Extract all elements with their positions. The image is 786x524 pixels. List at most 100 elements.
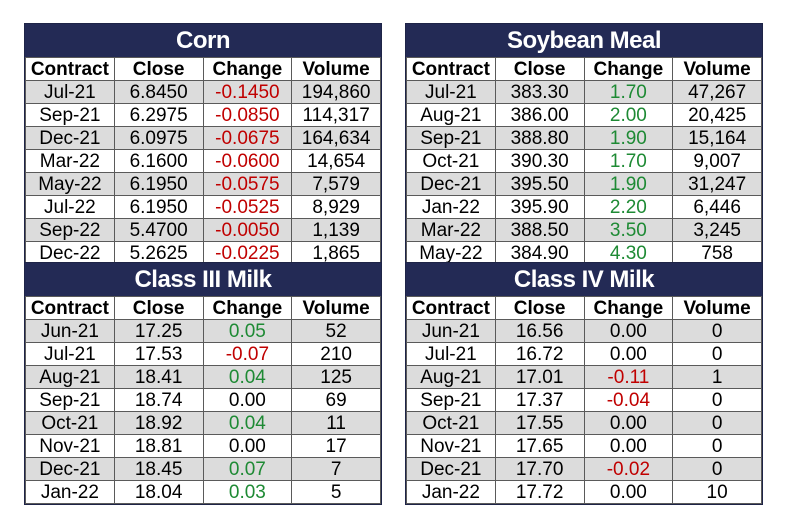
cell-contract: Nov-21 — [25, 434, 115, 458]
cell-close: 395.90 — [494, 195, 585, 219]
cell-change: -0.04 — [583, 388, 674, 412]
table-row: Oct-21 17.55 0.00 0 — [406, 411, 762, 435]
cell-close: 17.25 — [113, 319, 204, 343]
table-row: Sep-21 6.2975 -0.0850 114,317 — [25, 103, 381, 127]
cell-close: 6.2975 — [113, 103, 204, 127]
cell-volume: 9,007 — [672, 149, 762, 173]
cell-volume: 20,425 — [672, 103, 762, 127]
table-row: Jun-21 17.25 0.05 52 — [25, 319, 381, 343]
header-row: Contract Close Change Volume — [25, 296, 381, 320]
cell-close: 6.1600 — [113, 149, 204, 173]
cell-contract: Jul-22 — [25, 195, 115, 219]
table-row: Aug-21 17.01 -0.11 1 — [406, 365, 762, 389]
cell-volume: 6,446 — [672, 195, 762, 219]
class-iv-milk-panel: Class IV Milk Contract Close Change Volu… — [405, 262, 763, 505]
col-header-contract: Contract — [25, 57, 115, 81]
cell-volume: 0 — [672, 342, 762, 366]
cell-change: -0.0600 — [202, 149, 293, 173]
col-header-volume: Volume — [672, 57, 762, 81]
cell-change: -0.0525 — [202, 195, 293, 219]
quote-table: Contract Close Change Volume Jun-21 16.56… — [406, 296, 762, 504]
cell-volume: 210 — [291, 342, 381, 366]
cell-close: 17.70 — [494, 457, 585, 481]
col-header-close: Close — [494, 296, 585, 320]
cell-close: 17.37 — [494, 388, 585, 412]
table-row: Oct-21 18.92 0.04 11 — [25, 411, 381, 435]
cell-contract: Jan-22 — [25, 480, 115, 504]
cell-volume: 31,247 — [672, 172, 762, 196]
cell-close: 18.41 — [113, 365, 204, 389]
col-header-contract: Contract — [406, 296, 496, 320]
cell-contract: Nov-21 — [406, 434, 496, 458]
table-row: Dec-22 5.2625 -0.0225 1,865 — [25, 241, 381, 265]
table-row: Jul-21 383.30 1.70 47,267 — [406, 80, 762, 104]
cell-volume: 14,654 — [291, 149, 381, 173]
cell-close: 18.74 — [113, 388, 204, 412]
cell-contract: Sep-21 — [25, 103, 115, 127]
cell-change: -0.0850 — [202, 103, 293, 127]
table-row: Dec-21 395.50 1.90 31,247 — [406, 172, 762, 196]
cell-change: 1.90 — [583, 172, 674, 196]
col-header-close: Close — [494, 57, 585, 81]
cell-volume: 11 — [291, 411, 381, 435]
table-row: Jul-21 16.72 0.00 0 — [406, 342, 762, 366]
table-row: Mar-22 6.1600 -0.0600 14,654 — [25, 149, 381, 173]
table-row: Jan-22 395.90 2.20 6,446 — [406, 195, 762, 219]
cell-change: -0.11 — [583, 365, 674, 389]
cell-close: 6.0975 — [113, 126, 204, 150]
cell-volume: 8,929 — [291, 195, 381, 219]
table-row: Sep-21 18.74 0.00 69 — [25, 388, 381, 412]
cell-change: 1.70 — [583, 149, 674, 173]
cell-close: 395.50 — [494, 172, 585, 196]
table-row: Sep-21 388.80 1.90 15,164 — [406, 126, 762, 150]
cell-change: 3.50 — [583, 218, 674, 242]
cell-close: 388.50 — [494, 218, 585, 242]
table-row: Jul-21 17.53 -0.07 210 — [25, 342, 381, 366]
cell-volume: 1,139 — [291, 218, 381, 242]
cell-close: 16.72 — [494, 342, 585, 366]
cell-contract: Aug-21 — [406, 365, 496, 389]
table-row: Aug-21 18.41 0.04 125 — [25, 365, 381, 389]
cell-contract: Jan-22 — [406, 195, 496, 219]
table-row: Nov-21 17.65 0.00 0 — [406, 434, 762, 458]
cell-close: 5.4700 — [113, 218, 204, 242]
cell-contract: May-22 — [406, 241, 496, 265]
cell-close: 17.65 — [494, 434, 585, 458]
panel-title: Corn — [25, 24, 381, 57]
cell-contract: Sep-21 — [25, 388, 115, 412]
cell-contract: Oct-21 — [406, 411, 496, 435]
col-header-volume: Volume — [291, 57, 381, 81]
cell-volume: 164,634 — [291, 126, 381, 150]
header-row: Contract Close Change Volume — [25, 57, 381, 81]
table-row: Dec-21 17.70 -0.02 0 — [406, 457, 762, 481]
cell-volume: 3,245 — [672, 218, 762, 242]
cell-change: 2.00 — [583, 103, 674, 127]
cell-change: 0.00 — [202, 388, 293, 412]
cell-change: 0.04 — [202, 411, 293, 435]
cell-contract: Oct-21 — [406, 149, 496, 173]
header-row: Contract Close Change Volume — [406, 296, 762, 320]
table-row: Jul-22 6.1950 -0.0525 8,929 — [25, 195, 381, 219]
table-row: Sep-22 5.4700 -0.0050 1,139 — [25, 218, 381, 242]
table-row: Oct-21 390.30 1.70 9,007 — [406, 149, 762, 173]
cell-change: 0.03 — [202, 480, 293, 504]
cell-contract: Jun-21 — [25, 319, 115, 343]
cell-contract: Dec-21 — [25, 126, 115, 150]
cell-change: 0.05 — [202, 319, 293, 343]
cell-contract: Aug-21 — [406, 103, 496, 127]
cell-volume: 0 — [672, 457, 762, 481]
cell-change: -0.07 — [202, 342, 293, 366]
cell-volume: 0 — [672, 411, 762, 435]
cell-close: 18.04 — [113, 480, 204, 504]
soybean-meal-panel: Soybean Meal Contract Close Change Volum… — [405, 23, 763, 266]
table-row: Aug-21 386.00 2.00 20,425 — [406, 103, 762, 127]
table-row: Jul-21 6.8450 -0.1450 194,860 — [25, 80, 381, 104]
cell-volume: 10 — [672, 480, 762, 504]
cell-close: 6.1950 — [113, 172, 204, 196]
col-header-change: Change — [202, 296, 293, 320]
cell-contract: Mar-22 — [406, 218, 496, 242]
cell-contract: Mar-22 — [25, 149, 115, 173]
cell-contract: Dec-21 — [25, 457, 115, 481]
col-header-contract: Contract — [406, 57, 496, 81]
table-row: Mar-22 388.50 3.50 3,245 — [406, 218, 762, 242]
